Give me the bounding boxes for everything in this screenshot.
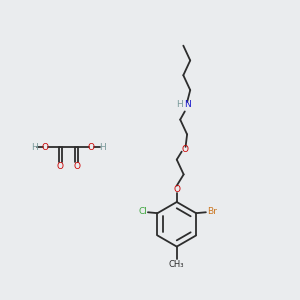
Text: O: O [173, 185, 180, 194]
Text: H: H [99, 142, 106, 152]
Text: Cl: Cl [138, 207, 147, 216]
Text: CH₃: CH₃ [169, 260, 184, 269]
Text: O: O [57, 162, 64, 171]
Text: H: H [31, 142, 38, 152]
Text: H: H [176, 100, 183, 109]
Text: O: O [181, 145, 188, 154]
Text: N: N [184, 100, 190, 109]
Text: Br: Br [208, 207, 217, 216]
Text: O: O [73, 162, 80, 171]
Text: O: O [42, 142, 49, 152]
Text: O: O [88, 142, 95, 152]
